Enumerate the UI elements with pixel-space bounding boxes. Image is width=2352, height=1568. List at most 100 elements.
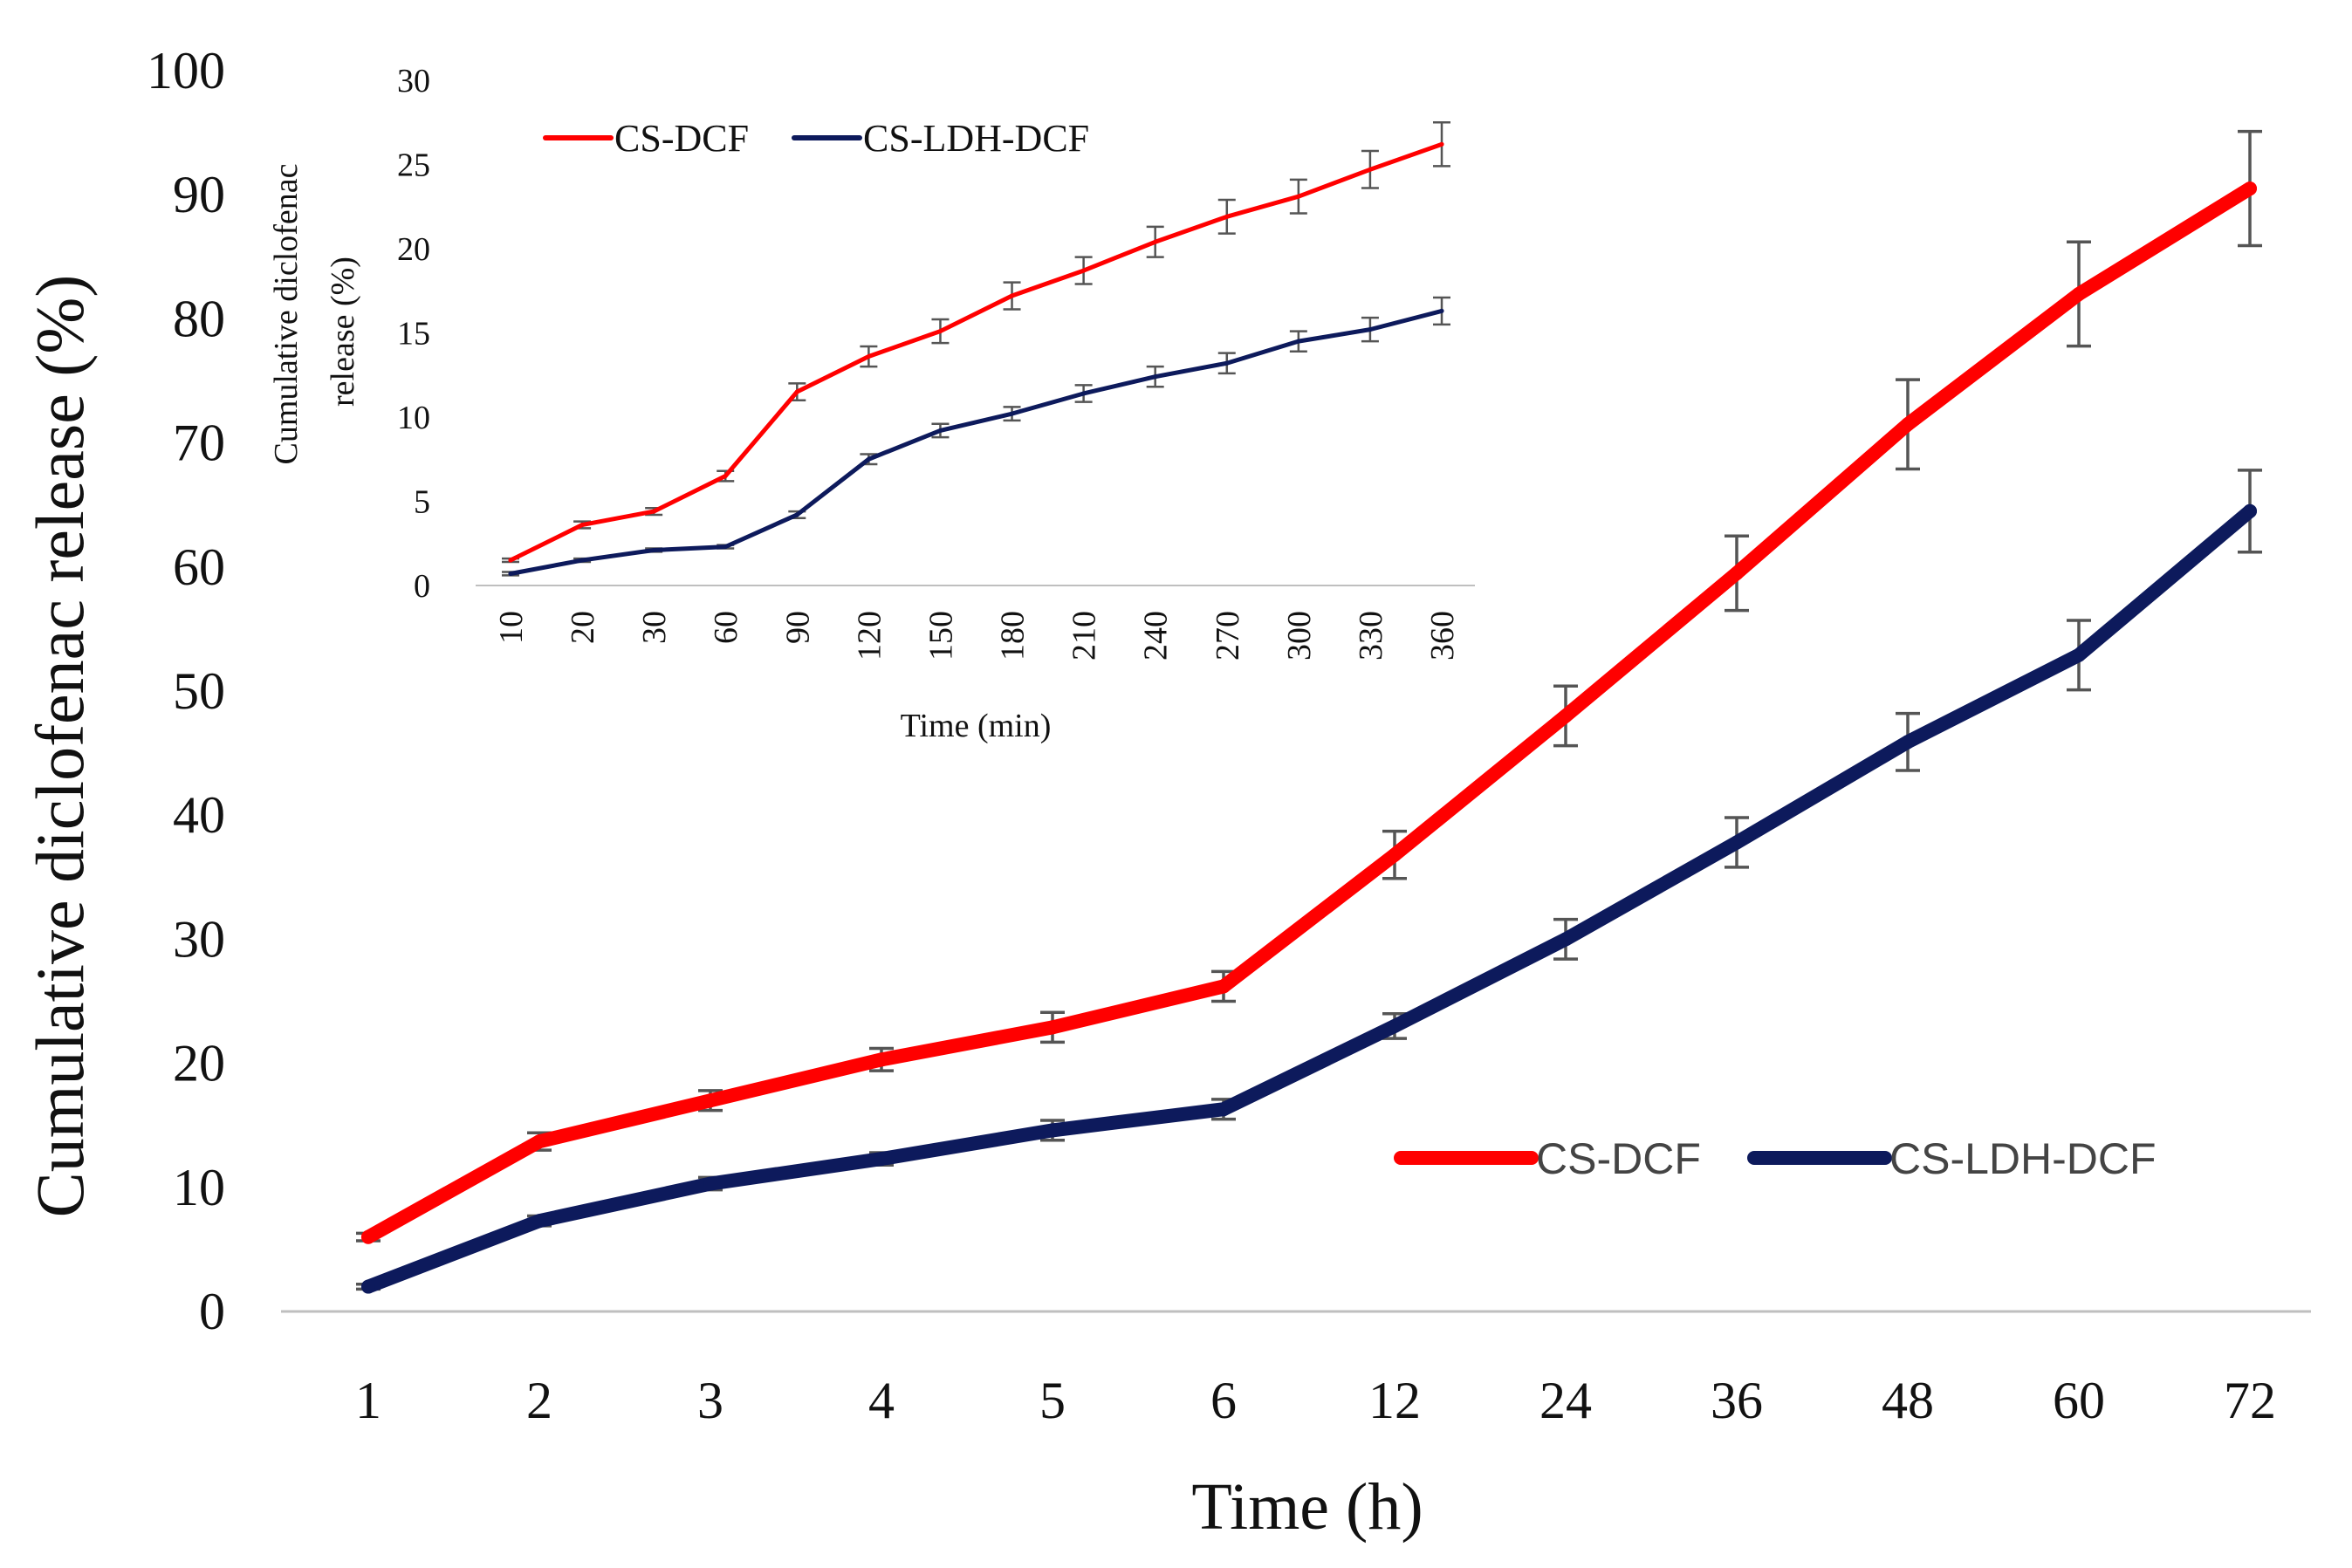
main-y-tick-30: 30 [173, 910, 225, 968]
inset-x-axis-label: Time (min) [901, 708, 1052, 744]
main-point-cs-ldh-dcf-6 [1217, 1102, 1231, 1117]
inset-x-tick-240: 240 [1138, 611, 1175, 661]
inset-x-tick-300: 300 [1281, 611, 1318, 661]
main-y-tick-60: 60 [173, 538, 225, 596]
inset-point-cs-ldh-dcf-10 [508, 571, 513, 576]
inset-point-cs-dcf-330 [1368, 167, 1373, 172]
inset-y-axis-label-line-2: release (%) [325, 257, 361, 407]
main-y-tick-50: 50 [173, 662, 225, 720]
main-point-cs-ldh-dcf-5 [1046, 1123, 1059, 1138]
main-x-tick-24: 24 [1539, 1372, 1592, 1429]
main-y-tick-40: 40 [173, 786, 225, 844]
main-point-cs-ldh-dcf-48 [1901, 735, 1915, 750]
main-point-cs-ldh-dcf-12 [1388, 1018, 1402, 1033]
inset-point-cs-dcf-360 [1439, 141, 1444, 147]
inset-x-tick-120: 120 [851, 611, 888, 661]
main-point-cs-dcf-60 [2072, 286, 2086, 301]
main-x-tick-labels: 1 2 3 4 5 6 12 24 36 48 60 72 [355, 1372, 2276, 1429]
main-y-tick-80: 80 [173, 290, 225, 347]
main-x-tick-48: 48 [1882, 1372, 1934, 1429]
main-legend-label-cs-ldh-dcf: CS-LDH-DCF [1889, 1134, 2157, 1183]
main-point-cs-dcf-3 [703, 1093, 717, 1108]
main-point-cs-dcf-12 [1388, 847, 1402, 862]
main-point-cs-dcf-1 [361, 1229, 375, 1244]
main-y-tick-20: 20 [173, 1035, 225, 1092]
inset-y-tick-30: 30 [397, 63, 430, 99]
main-y-tick-100: 100 [147, 42, 225, 99]
main-x-axis-label: Time (h) [1191, 1470, 1423, 1544]
inset-x-tick-20: 20 [565, 611, 601, 644]
inset-point-cs-ldh-dcf-20 [579, 558, 585, 563]
inset-y-tick-25: 25 [397, 147, 430, 184]
main-line-cs-ldh-dcf [361, 503, 2257, 1294]
inset-series-lines [508, 141, 1444, 576]
inset-y-tick-0: 0 [414, 568, 430, 605]
inset-point-cs-ldh-dcf-210 [1081, 391, 1087, 396]
main-point-cs-dcf-72 [2243, 181, 2257, 196]
main-x-tick-4: 4 [868, 1372, 895, 1429]
main-series-lines [361, 181, 2257, 1294]
inset-x-tick-360: 360 [1424, 611, 1461, 661]
inset-point-cs-dcf-270 [1224, 214, 1230, 219]
main-point-cs-dcf-4 [874, 1052, 888, 1067]
inset-point-cs-ldh-dcf-60 [723, 544, 728, 550]
main-y-tick-70: 70 [173, 414, 225, 472]
inset-point-cs-dcf-150 [937, 329, 943, 334]
inset-y-tick-10: 10 [397, 400, 430, 436]
inset-point-cs-ldh-dcf-300 [1296, 339, 1301, 344]
inset-x-tick-labels: 10 20 30 60 90 120 150 180 210 240 270 300 330 360 [493, 611, 1461, 661]
main-x-tick-2: 2 [526, 1372, 552, 1429]
inset-point-cs-dcf-300 [1296, 194, 1301, 199]
inset-point-cs-dcf-30 [651, 509, 656, 514]
main-point-cs-dcf-2 [532, 1134, 546, 1149]
main-point-cs-ldh-dcf-36 [1730, 835, 1744, 850]
main-y-axis-label: Cumulative diclofenac release (%) [22, 275, 98, 1218]
main-point-cs-ldh-dcf-1 [361, 1279, 375, 1294]
main-x-tick-72: 72 [2224, 1372, 2276, 1429]
inset-legend-label-cs-dcf: CS-DCF [614, 117, 749, 160]
main-y-tick-10: 10 [173, 1159, 225, 1216]
main-y-tick-0: 0 [199, 1283, 225, 1340]
main-y-tick-90: 90 [173, 166, 225, 223]
main-point-cs-dcf-24 [1559, 709, 1573, 723]
main-y-tick-labels: 0 10 20 30 40 50 60 70 80 90 100 [147, 42, 225, 1340]
inset-legend-label-cs-ldh-dcf: CS-LDH-DCF [863, 117, 1089, 160]
inset-x-tick-60: 60 [708, 611, 744, 644]
inset-point-cs-dcf-240 [1153, 239, 1158, 244]
inset-point-cs-ldh-dcf-270 [1224, 360, 1230, 366]
inset-point-cs-dcf-210 [1081, 268, 1087, 273]
main-point-cs-ldh-dcf-2 [532, 1214, 546, 1229]
inset-point-cs-ldh-dcf-330 [1368, 327, 1373, 332]
main-point-cs-ldh-dcf-4 [874, 1152, 888, 1167]
inset-point-cs-ldh-dcf-240 [1153, 374, 1158, 380]
inset-x-tick-10: 10 [493, 611, 530, 644]
inset-point-cs-ldh-dcf-360 [1439, 308, 1444, 313]
main-legend: CS-DCF CS-LDH-DCF [1394, 1134, 2157, 1183]
inset-x-tick-270: 270 [1210, 611, 1246, 661]
main-point-cs-ldh-dcf-60 [2072, 647, 2086, 662]
inset-point-cs-dcf-180 [1010, 293, 1015, 298]
main-x-tick-6: 6 [1210, 1372, 1237, 1429]
inset-x-tick-30: 30 [636, 611, 673, 644]
inset-legend: CS-DCF CS-LDH-DCF [543, 117, 1089, 160]
inset-point-cs-dcf-10 [508, 558, 513, 563]
main-x-tick-60: 60 [2053, 1372, 2105, 1429]
inset-point-cs-ldh-dcf-180 [1010, 411, 1015, 416]
inset-point-cs-dcf-120 [866, 354, 871, 359]
inset-x-tick-210: 210 [1066, 611, 1103, 661]
inset-point-cs-ldh-dcf-150 [937, 428, 943, 433]
main-point-cs-dcf-36 [1730, 565, 1744, 580]
main-line-cs-dcf [361, 181, 2257, 1244]
inset-chart: 0 5 10 15 20 25 30 10 20 30 60 90 120 150 180 210 240 27… [268, 63, 1475, 744]
main-point-cs-ldh-dcf-72 [2243, 503, 2257, 518]
inset-x-tick-90: 90 [779, 611, 816, 644]
inset-y-tick-labels: 0 5 10 15 20 25 30 [397, 63, 430, 605]
main-x-tick-36: 36 [1711, 1372, 1763, 1429]
inset-point-cs-ldh-dcf-30 [651, 547, 656, 552]
main-point-cs-ldh-dcf-3 [703, 1176, 717, 1191]
inset-point-cs-ldh-dcf-120 [866, 456, 871, 462]
main-legend-label-cs-dcf: CS-DCF [1536, 1134, 1701, 1183]
inset-point-cs-dcf-60 [723, 474, 728, 479]
main-point-cs-dcf-5 [1046, 1020, 1059, 1035]
